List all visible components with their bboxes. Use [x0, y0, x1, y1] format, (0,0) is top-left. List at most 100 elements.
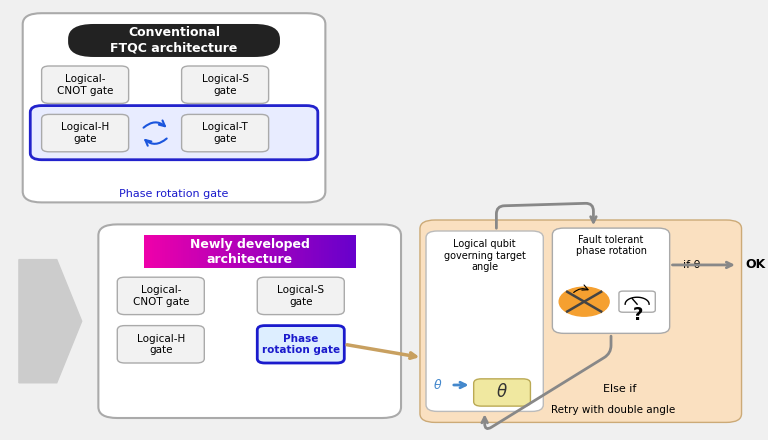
Bar — [271, 235, 274, 268]
Text: Logical-S
gate: Logical-S gate — [201, 74, 249, 95]
Bar — [220, 235, 224, 268]
Bar — [263, 235, 266, 268]
Bar — [260, 235, 263, 268]
Bar — [339, 235, 343, 268]
Bar — [250, 235, 253, 268]
Text: Logical qubit
governing target
angle: Logical qubit governing target angle — [444, 239, 525, 272]
Text: ?: ? — [633, 306, 643, 324]
Text: Logical-
CNOT gate: Logical- CNOT gate — [57, 74, 114, 95]
Bar — [282, 235, 285, 268]
FancyBboxPatch shape — [181, 114, 269, 152]
Bar — [149, 235, 153, 268]
Bar — [290, 235, 293, 268]
Bar — [233, 235, 237, 268]
Bar — [207, 235, 210, 268]
Bar — [152, 235, 155, 268]
Bar — [253, 235, 256, 268]
Text: Newly developed
architecture: Newly developed architecture — [190, 238, 310, 266]
Bar — [313, 235, 316, 268]
Bar — [180, 235, 184, 268]
Bar — [144, 235, 147, 268]
FancyBboxPatch shape — [118, 277, 204, 315]
Text: Phase
rotation gate: Phase rotation gate — [262, 334, 340, 355]
Bar — [223, 235, 227, 268]
Text: if θ: if θ — [683, 260, 700, 270]
Bar — [226, 235, 230, 268]
Text: Logical-H
gate: Logical-H gate — [137, 334, 185, 355]
Text: Else if: Else if — [603, 385, 636, 394]
Bar — [162, 235, 166, 268]
Text: Retry with double angle: Retry with double angle — [551, 405, 675, 415]
Bar — [176, 235, 179, 268]
FancyBboxPatch shape — [68, 24, 280, 57]
Bar — [165, 235, 168, 268]
Polygon shape — [19, 260, 81, 383]
FancyBboxPatch shape — [552, 228, 670, 334]
Bar — [316, 235, 319, 268]
Bar — [184, 235, 187, 268]
Bar — [273, 235, 277, 268]
Bar — [350, 235, 354, 268]
Bar — [286, 235, 290, 268]
Bar — [186, 235, 190, 268]
Bar — [297, 235, 301, 268]
Text: OK: OK — [745, 258, 766, 271]
Bar — [167, 235, 171, 268]
Bar — [326, 235, 330, 268]
Text: Phase rotation gate: Phase rotation gate — [119, 189, 229, 199]
FancyBboxPatch shape — [426, 231, 543, 411]
Bar — [242, 235, 245, 268]
FancyBboxPatch shape — [619, 291, 655, 312]
Bar — [189, 235, 192, 268]
Bar — [160, 235, 163, 268]
Bar — [218, 235, 221, 268]
Bar — [308, 235, 311, 268]
Bar — [202, 235, 205, 268]
Bar — [279, 235, 283, 268]
Bar — [255, 235, 258, 268]
Bar — [178, 235, 181, 268]
FancyBboxPatch shape — [474, 379, 531, 406]
FancyBboxPatch shape — [257, 326, 344, 363]
Bar — [239, 235, 243, 268]
Bar — [321, 235, 325, 268]
Bar — [343, 235, 346, 268]
FancyBboxPatch shape — [23, 13, 326, 202]
Bar — [210, 235, 214, 268]
Bar — [266, 235, 269, 268]
Bar — [332, 235, 335, 268]
Bar — [295, 235, 298, 268]
Bar — [215, 235, 219, 268]
Bar — [292, 235, 296, 268]
Bar — [300, 235, 303, 268]
FancyBboxPatch shape — [118, 326, 204, 363]
Bar — [229, 235, 232, 268]
FancyBboxPatch shape — [98, 224, 401, 418]
Text: Logical-
CNOT gate: Logical- CNOT gate — [133, 285, 189, 307]
Bar — [231, 235, 234, 268]
Bar — [194, 235, 197, 268]
FancyBboxPatch shape — [41, 114, 128, 152]
Bar — [268, 235, 272, 268]
Bar — [244, 235, 248, 268]
Bar — [213, 235, 216, 268]
Text: Conventional
FTQC architecture: Conventional FTQC architecture — [111, 26, 238, 55]
Bar — [324, 235, 327, 268]
Bar — [337, 235, 340, 268]
Text: Logical-H
gate: Logical-H gate — [61, 122, 109, 144]
Bar — [310, 235, 314, 268]
Bar — [353, 235, 356, 268]
Text: $\theta$: $\theta$ — [496, 384, 508, 401]
Bar — [205, 235, 208, 268]
Circle shape — [559, 287, 609, 316]
Bar — [173, 235, 177, 268]
Bar — [257, 235, 261, 268]
Text: Logical-T
gate: Logical-T gate — [202, 122, 248, 144]
Bar — [237, 235, 240, 268]
FancyBboxPatch shape — [420, 220, 742, 422]
Bar — [303, 235, 306, 268]
Bar — [284, 235, 287, 268]
FancyBboxPatch shape — [181, 66, 269, 103]
Bar — [329, 235, 333, 268]
Bar — [157, 235, 161, 268]
